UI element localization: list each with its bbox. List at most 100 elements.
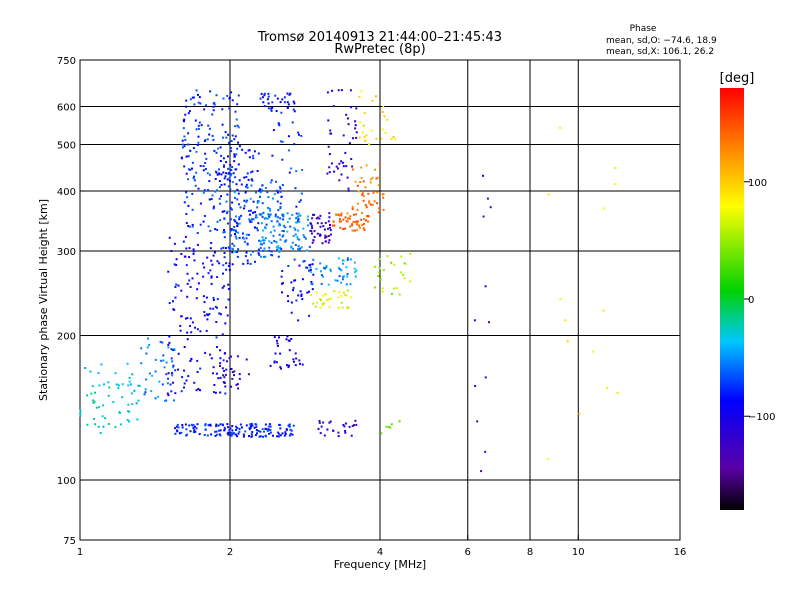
data-point	[243, 199, 246, 202]
data-point	[566, 340, 569, 343]
data-point	[211, 134, 214, 137]
data-point	[294, 364, 297, 367]
data-point	[254, 211, 256, 214]
data-point	[230, 140, 233, 142]
data-point	[340, 281, 342, 284]
data-point	[181, 424, 184, 426]
data-point	[292, 289, 294, 292]
data-point	[350, 106, 353, 109]
data-point	[288, 217, 291, 220]
data-point	[244, 191, 247, 194]
data-point	[238, 236, 241, 239]
data-point	[265, 428, 268, 431]
data-point	[279, 352, 282, 355]
data-point	[299, 199, 302, 202]
data-point	[233, 191, 236, 194]
data-point	[225, 212, 228, 215]
data-point	[228, 141, 231, 144]
data-point	[200, 124, 203, 127]
data-point	[377, 275, 380, 277]
data-point	[354, 419, 357, 422]
data-point	[230, 91, 233, 94]
data-point	[189, 360, 192, 362]
data-point	[195, 150, 198, 153]
data-point	[329, 129, 332, 132]
data-point	[312, 213, 314, 216]
data-point	[94, 391, 96, 394]
data-point	[366, 215, 369, 217]
data-point	[320, 270, 322, 273]
data-point	[171, 348, 174, 351]
data-point	[351, 168, 354, 171]
data-point	[259, 435, 262, 438]
data-point	[347, 117, 349, 120]
data-point	[236, 426, 239, 429]
data-point	[252, 211, 254, 214]
data-point	[143, 393, 146, 396]
data-point	[386, 118, 389, 121]
data-point	[154, 358, 157, 361]
data-point	[168, 236, 171, 239]
data-point	[212, 296, 215, 299]
data-point	[409, 252, 412, 255]
data-point	[273, 193, 276, 196]
data-point	[90, 392, 93, 395]
data-point	[234, 229, 237, 232]
data-point	[313, 230, 316, 233]
data-point	[377, 271, 380, 274]
data-point	[234, 220, 237, 223]
data-point	[189, 286, 192, 288]
data-point	[310, 294, 312, 296]
data-point	[274, 94, 277, 97]
data-point	[392, 136, 395, 139]
data-point	[231, 134, 234, 137]
data-point	[278, 250, 281, 253]
data-point	[368, 202, 371, 205]
data-point	[185, 428, 188, 431]
data-point	[337, 296, 340, 299]
data-point	[172, 381, 174, 384]
data-point	[209, 269, 212, 272]
data-point	[140, 362, 143, 365]
data-point	[133, 389, 136, 392]
data-point	[206, 434, 209, 437]
data-point	[227, 246, 230, 249]
data-point	[238, 203, 240, 206]
data-point	[277, 209, 280, 212]
data-point	[180, 253, 183, 255]
data-point	[281, 282, 284, 285]
data-point	[273, 361, 276, 364]
data-point	[398, 293, 401, 296]
data-point	[203, 434, 206, 436]
data-point	[263, 430, 265, 433]
data-point	[107, 394, 110, 397]
data-point	[251, 431, 254, 433]
data-point	[276, 191, 279, 194]
data-point	[196, 359, 199, 362]
data-point	[484, 376, 487, 379]
data-point	[259, 97, 262, 100]
data-point	[347, 187, 350, 190]
data-point	[360, 90, 363, 93]
data-point	[312, 273, 315, 276]
data-point	[251, 179, 254, 182]
data-point	[222, 374, 225, 377]
data-point	[215, 425, 218, 428]
data-point	[338, 179, 341, 182]
data-point	[303, 236, 306, 238]
data-point	[291, 241, 294, 244]
data-point	[285, 429, 288, 432]
data-point	[227, 172, 230, 175]
data-point	[371, 203, 374, 206]
data-point	[182, 127, 185, 130]
data-point	[215, 151, 218, 154]
data-point	[270, 253, 273, 256]
data-point	[300, 293, 303, 296]
data-point	[271, 154, 274, 157]
data-point	[231, 181, 234, 183]
data-point	[186, 317, 189, 319]
data-point	[329, 268, 332, 271]
data-point	[280, 367, 282, 370]
x-axis-label: Frequency [MHz]	[334, 558, 426, 571]
data-point	[318, 217, 321, 220]
